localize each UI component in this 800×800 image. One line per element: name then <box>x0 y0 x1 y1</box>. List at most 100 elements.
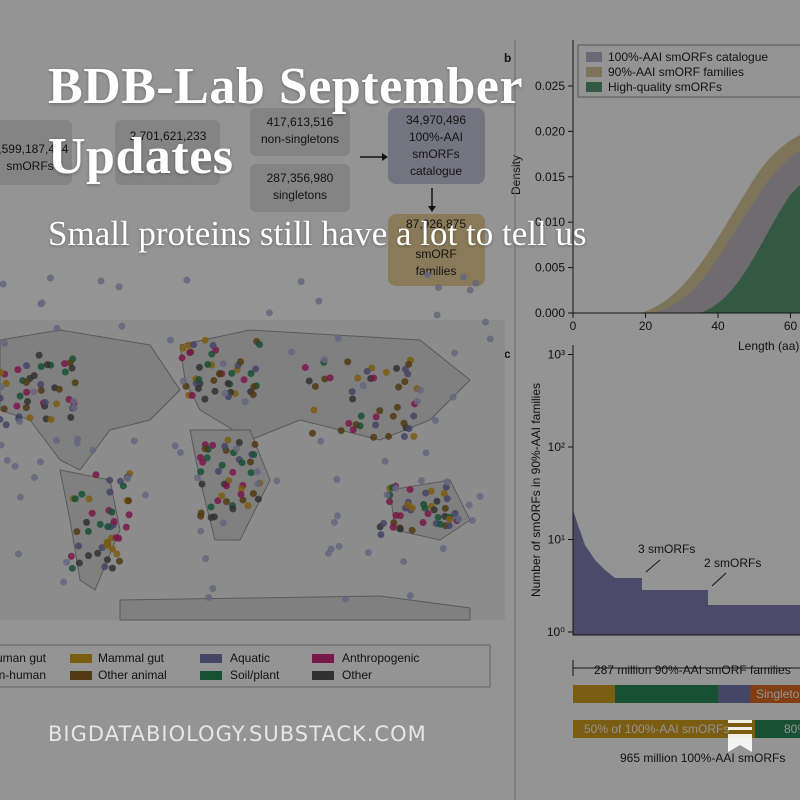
sample-dot <box>357 412 365 420</box>
sample-dot <box>223 482 231 490</box>
bar-segment <box>573 685 615 703</box>
sample-dot <box>465 501 473 509</box>
bar-segment <box>615 685 718 703</box>
sample-dot <box>186 349 194 357</box>
y-ticks: 10⁰ 10¹ 10² 10³ <box>547 348 573 639</box>
sample-dot <box>61 368 69 376</box>
sample-dot <box>46 274 54 282</box>
sample-dot <box>0 368 5 376</box>
sample-dot <box>421 504 429 512</box>
sample-dot <box>317 437 325 445</box>
sample-dot <box>249 391 257 399</box>
y-axis-label: Density <box>509 155 523 195</box>
sample-dot <box>250 383 258 391</box>
sample-dot <box>406 592 414 600</box>
flow-box <box>388 214 485 286</box>
flow-text: 2,701,621,233 <box>130 129 207 143</box>
sample-dot <box>106 488 114 496</box>
sample-dot <box>385 432 393 440</box>
sample-dot <box>130 437 138 445</box>
sample-dot <box>370 433 378 441</box>
sample-dot <box>118 322 126 330</box>
sample-dot <box>16 493 24 501</box>
sample-dot <box>205 594 213 602</box>
sample-dot <box>36 458 44 466</box>
sample-dot <box>410 432 418 440</box>
y-tick-label: 10¹ <box>548 533 565 547</box>
sample-dot <box>185 341 193 349</box>
flow-box <box>250 108 350 156</box>
sample-dot <box>396 525 404 533</box>
sample-dot <box>13 402 21 410</box>
sample-dot <box>395 383 403 391</box>
sample-dot <box>363 367 371 375</box>
substack-logo <box>728 720 752 752</box>
sample-dot <box>85 495 93 503</box>
bar-segment <box>718 685 750 703</box>
sample-dot <box>179 377 187 385</box>
sample-dot <box>380 519 388 527</box>
logo-part <box>728 720 752 723</box>
sample-dot <box>204 360 212 368</box>
sample-dot <box>196 454 204 462</box>
sample-dot <box>55 385 63 393</box>
sample-dot <box>209 341 217 349</box>
panel-c: c 10⁰ 10¹ 10² 10³ Number of smORFs in 90%-A… <box>504 345 800 765</box>
flow-text: 287,356,980 <box>267 171 334 185</box>
y-tick-label: 10³ <box>548 348 565 362</box>
sample-dot <box>124 475 132 483</box>
sample-dot <box>75 559 83 567</box>
sample-dot <box>73 528 81 536</box>
sample-dot <box>372 421 380 429</box>
map-legend: Human gut Non-human Mammal gut Other ani… <box>0 644 491 688</box>
sample-dot <box>71 379 79 387</box>
legend-label: Other animal <box>98 668 167 682</box>
sample-dot <box>443 478 451 486</box>
sample-dot <box>103 556 111 564</box>
sample-dot <box>35 351 43 359</box>
sample-dot <box>108 508 116 516</box>
sample-dot <box>224 379 232 387</box>
flow-box <box>250 164 350 212</box>
sample-dot <box>108 564 116 572</box>
sample-dot <box>37 381 45 389</box>
sample-dot <box>30 388 38 396</box>
bracket-label: 287 million 90%-AAI smORF families <box>594 663 791 677</box>
sample-dot <box>193 474 201 482</box>
sample-dot <box>400 433 408 441</box>
sample-dot <box>381 457 389 465</box>
sample-dot <box>119 482 127 490</box>
sample-dot <box>219 360 227 368</box>
sample-dot <box>101 563 109 571</box>
sample-dot <box>38 299 46 307</box>
sample-dot <box>0 394 4 402</box>
sample-dot <box>201 336 209 344</box>
continent <box>119 595 471 621</box>
sample-dot <box>207 503 215 511</box>
sample-dot <box>209 584 217 592</box>
annotation-arrow <box>645 559 661 573</box>
logo-part <box>728 727 752 730</box>
sample-dot <box>450 349 458 357</box>
sample-dot <box>326 374 334 382</box>
sample-dot <box>321 375 329 383</box>
sample-dot <box>348 388 356 396</box>
sample-dot <box>252 365 260 373</box>
sample-dot <box>2 421 10 429</box>
sample-dot <box>216 370 224 378</box>
bar-label: Singletons <box>756 687 800 701</box>
flow-box <box>388 108 485 184</box>
sample-dot <box>321 356 329 364</box>
flow-text: 34,970,496 <box>406 113 466 127</box>
site-url: BIGDATABIOLOGY.SUBSTACK.COM <box>48 722 427 746</box>
sample-dot <box>43 361 51 369</box>
sample-dot <box>342 595 350 603</box>
sample-dot <box>419 519 427 527</box>
sample-dot <box>106 476 114 484</box>
sample-dot <box>178 354 186 362</box>
flow-text: non-singletons <box>261 132 339 146</box>
